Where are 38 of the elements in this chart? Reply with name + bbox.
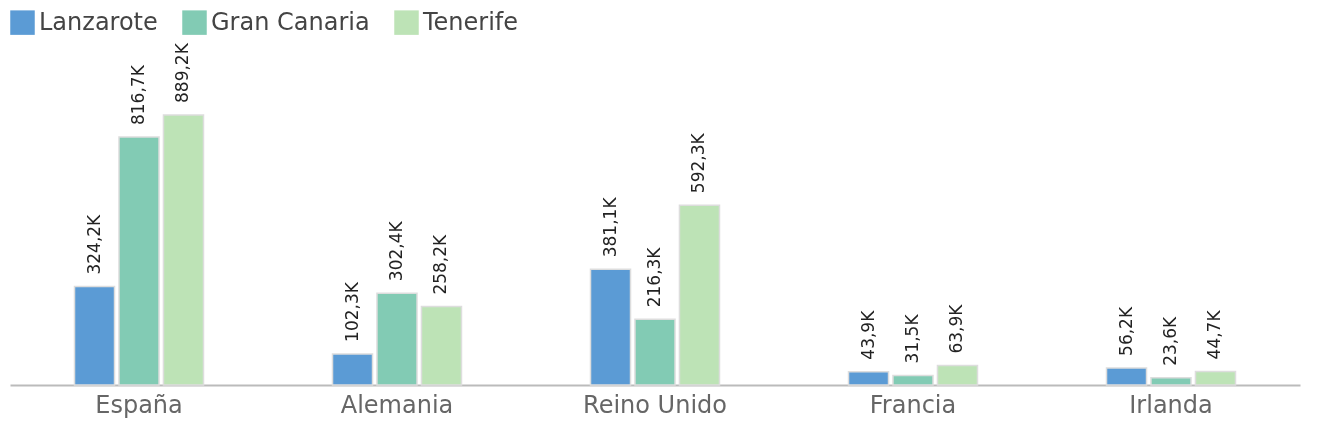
data-label: 381,1K [599, 196, 620, 258]
data-label: 63,9K [946, 303, 967, 354]
data-label: 43,9K [857, 309, 878, 360]
bar [678, 204, 721, 386]
x-tick-label: Alemania [340, 390, 454, 419]
data-label: 102,3K [341, 281, 362, 342]
bar [118, 136, 160, 386]
bar [376, 292, 418, 386]
x-tick-label: Francia [869, 390, 957, 419]
bar [589, 268, 632, 386]
data-label: 324,2K [83, 213, 104, 275]
x-tick-label: España [95, 390, 183, 419]
legend-label: Gran Canaria [211, 7, 370, 36]
bar [420, 305, 463, 386]
bar [1194, 370, 1237, 386]
data-label: 44,7K [1204, 309, 1225, 360]
legend-label: Tenerife [422, 7, 519, 36]
x-tick-label: Reino Unido [583, 390, 727, 419]
bar [1150, 377, 1192, 386]
bar [331, 353, 374, 386]
bar [892, 374, 934, 386]
data-label: 31,5K [902, 313, 922, 364]
bar [847, 370, 890, 386]
data-label: 302,4K [386, 220, 406, 282]
data-label: 23,6K [1160, 315, 1180, 366]
bar [1105, 367, 1148, 386]
bar [634, 318, 676, 386]
legend-label: Lanzarote [39, 7, 158, 36]
data-label: 258,2K [430, 233, 451, 295]
x-tick-label: Irlanda [1129, 390, 1213, 419]
data-label: 56,2K [1115, 306, 1136, 356]
bar [162, 114, 205, 386]
data-label: 216,3K [644, 246, 664, 308]
bar [936, 364, 979, 386]
data-label: 889,2K [172, 42, 193, 103]
data-label: 816,7K [128, 64, 148, 126]
data-label: 592,3K [688, 132, 709, 194]
bar [73, 285, 116, 386]
